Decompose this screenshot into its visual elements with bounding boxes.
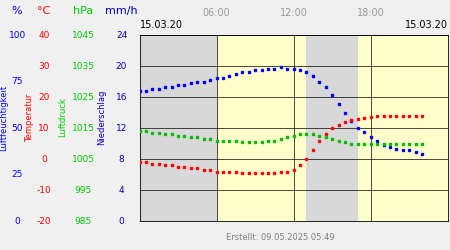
Text: 100: 100 xyxy=(9,30,26,40)
Text: 1005: 1005 xyxy=(72,155,95,164)
Text: 50: 50 xyxy=(11,124,23,132)
Text: 1015: 1015 xyxy=(72,124,95,132)
Text: 40: 40 xyxy=(38,30,50,40)
Text: -20: -20 xyxy=(37,217,51,226)
Text: 20: 20 xyxy=(38,92,50,102)
Text: Luftdruck: Luftdruck xyxy=(58,98,68,138)
Text: Luftfeuchtigkeit: Luftfeuchtigkeit xyxy=(0,84,8,150)
Text: 10: 10 xyxy=(38,124,50,132)
Text: 12:00: 12:00 xyxy=(280,8,307,18)
Text: 0: 0 xyxy=(14,217,20,226)
Text: °C: °C xyxy=(37,6,51,16)
Text: Erstellt: 09.05.2025 05:49: Erstellt: 09.05.2025 05:49 xyxy=(226,234,334,242)
Text: 0: 0 xyxy=(119,217,124,226)
Text: hPa: hPa xyxy=(73,6,94,16)
Bar xyxy=(216,35,306,221)
Text: 1035: 1035 xyxy=(72,62,95,70)
Text: 06:00: 06:00 xyxy=(202,8,230,18)
Text: 0: 0 xyxy=(41,155,47,164)
Text: 24: 24 xyxy=(116,30,127,40)
Text: 30: 30 xyxy=(38,62,50,70)
Text: Niederschlag: Niederschlag xyxy=(97,90,106,145)
Text: 18:00: 18:00 xyxy=(357,8,385,18)
Text: 15.03.20: 15.03.20 xyxy=(140,20,183,30)
Text: Temperatur: Temperatur xyxy=(25,93,34,142)
Text: 995: 995 xyxy=(75,186,92,195)
Text: 16: 16 xyxy=(116,92,127,102)
Text: 12: 12 xyxy=(116,124,127,132)
Text: %: % xyxy=(12,6,22,16)
Text: 985: 985 xyxy=(75,217,92,226)
Text: mm/h: mm/h xyxy=(105,6,138,16)
Text: 75: 75 xyxy=(11,77,23,86)
Text: 8: 8 xyxy=(119,155,124,164)
Text: 4: 4 xyxy=(119,186,124,195)
Text: 1045: 1045 xyxy=(72,30,94,40)
Text: 20: 20 xyxy=(116,62,127,70)
Bar xyxy=(358,35,448,221)
Text: 15.03.20: 15.03.20 xyxy=(405,20,448,30)
Text: 25: 25 xyxy=(11,170,23,179)
Text: 1025: 1025 xyxy=(72,92,94,102)
Text: -10: -10 xyxy=(37,186,51,195)
